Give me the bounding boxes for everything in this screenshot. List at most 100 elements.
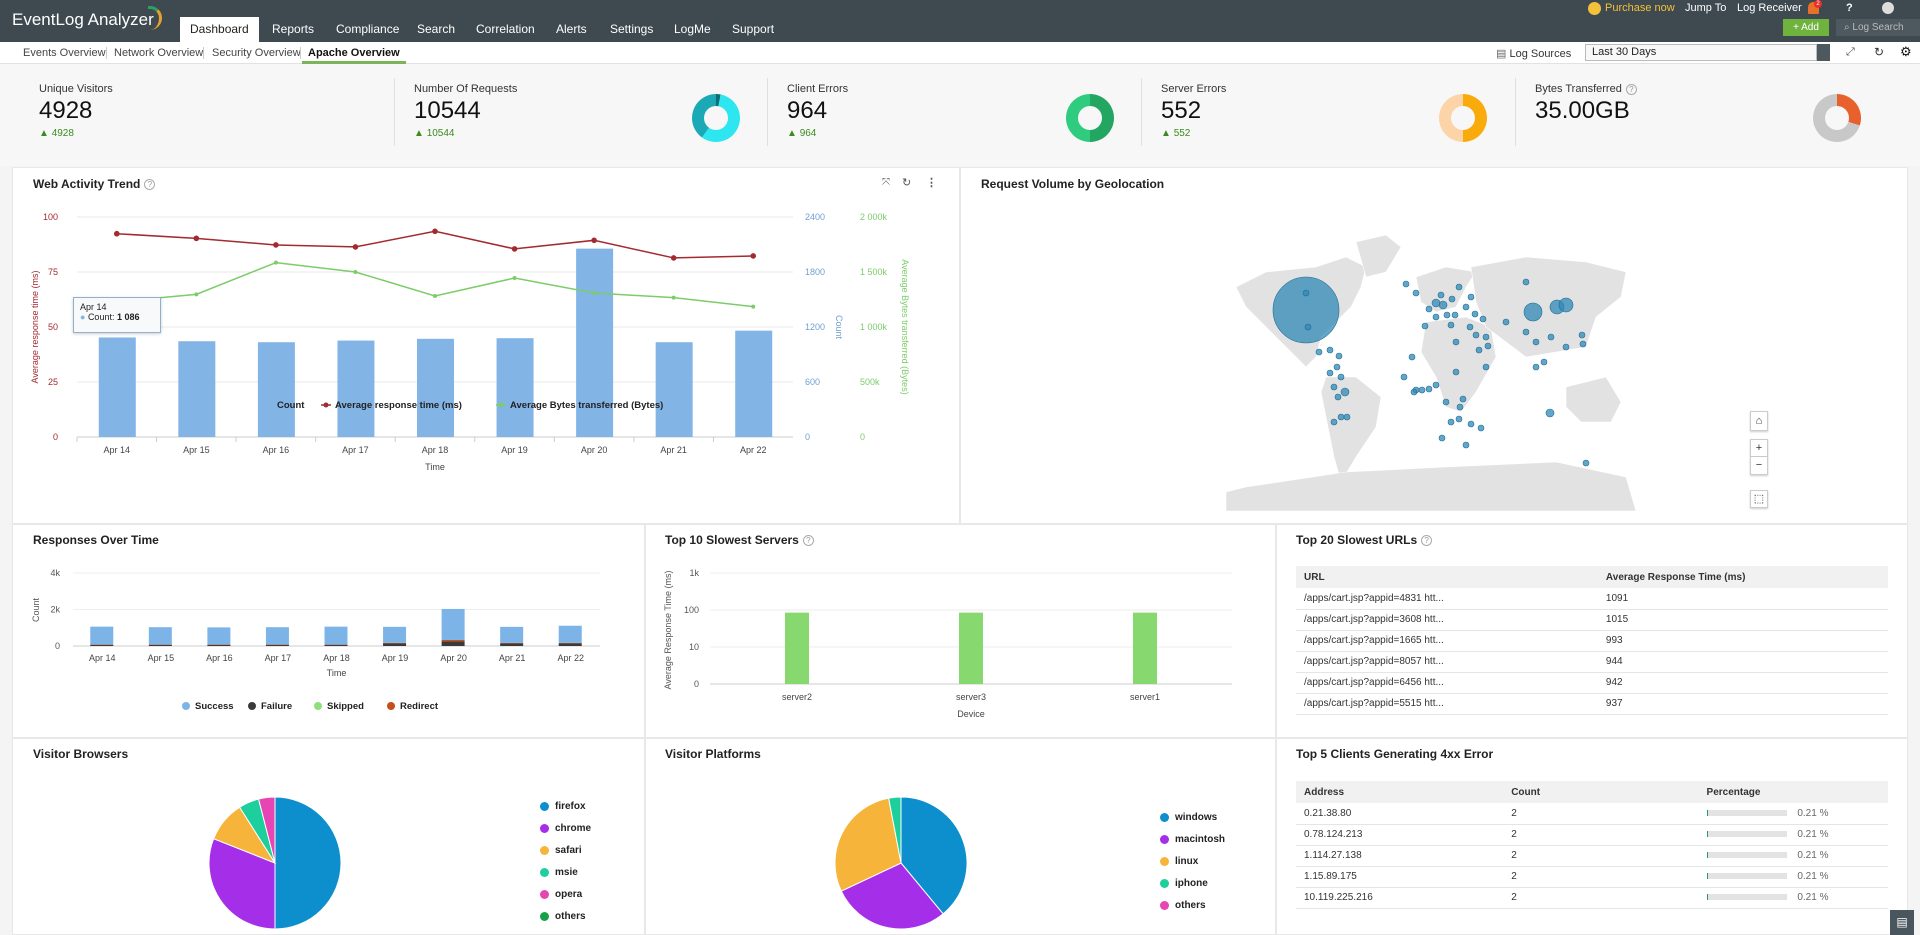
help-menu[interactable]: ? bbox=[1846, 2, 1853, 14]
browsers-title: Visitor Browsers bbox=[33, 747, 129, 761]
count-cell: 2 bbox=[1503, 824, 1699, 846]
geo-bubble bbox=[1330, 383, 1338, 391]
world-map[interactable] bbox=[1226, 227, 1642, 511]
nav-tab-support[interactable]: Support bbox=[732, 22, 775, 36]
add-button[interactable]: + Add bbox=[1783, 19, 1829, 36]
url-cell[interactable]: /apps/cart.jsp?appid=8057 htt... bbox=[1296, 651, 1598, 673]
geo-bubble bbox=[1330, 418, 1338, 426]
response-time-point bbox=[113, 230, 120, 237]
table-row[interactable]: /apps/cart.jsp?appid=3608 htt... 1015 bbox=[1296, 609, 1888, 631]
table-row[interactable]: /apps/cart.jsp?appid=8057 htt... 944 bbox=[1296, 651, 1888, 673]
nav-tab-alerts[interactable]: Alerts bbox=[556, 22, 587, 36]
nav-tab-dashboard[interactable]: Dashboard bbox=[180, 17, 259, 42]
log-sources-button[interactable]: ▤ Log Sources bbox=[1496, 47, 1571, 60]
nav-tab-compliance[interactable]: Compliance bbox=[336, 22, 400, 36]
url-cell[interactable]: /apps/cart.jsp?appid=6456 htt... bbox=[1296, 672, 1598, 694]
log-search-input[interactable]: ⌕ Log Search bbox=[1836, 19, 1920, 36]
table-row[interactable]: /apps/cart.jsp?appid=6456 htt... 942 bbox=[1296, 672, 1888, 694]
x-axis-label: Time bbox=[425, 462, 445, 472]
legend-label: msie bbox=[555, 867, 578, 878]
purchase-now-link[interactable]: Purchase now bbox=[1605, 2, 1675, 14]
refresh-icon[interactable]: ↻ bbox=[902, 177, 912, 189]
subtab-events-overview[interactable]: Events Overview bbox=[23, 47, 106, 59]
table-row[interactable]: 0.78.124.213 2 0.21 % bbox=[1296, 824, 1888, 846]
legend-item-opera[interactable]: opera bbox=[540, 888, 591, 910]
help-icon[interactable]: ? bbox=[144, 179, 156, 191]
legend-item: Success bbox=[195, 701, 234, 712]
legend-item-others[interactable]: others bbox=[1160, 899, 1225, 921]
app-logo[interactable]: EventLog Analyzer bbox=[12, 10, 154, 29]
web-activity-title: Web Activity Trend? bbox=[33, 177, 156, 191]
column-header[interactable]: Count bbox=[1503, 781, 1699, 803]
map-selection-zoom-icon[interactable]: ⬚ bbox=[1750, 490, 1768, 508]
url-cell[interactable]: /apps/cart.jsp?appid=1665 htt... bbox=[1296, 630, 1598, 652]
url-cell[interactable]: /apps/cart.jsp?appid=3608 htt... bbox=[1296, 609, 1598, 631]
legend-item-windows[interactable]: windows bbox=[1160, 811, 1225, 833]
geo-bubble bbox=[1315, 348, 1323, 356]
legend-item-msie[interactable]: msie bbox=[540, 866, 591, 888]
url-cell[interactable]: /apps/cart.jsp?appid=5515 htt... bbox=[1296, 693, 1598, 715]
column-header[interactable]: Address bbox=[1296, 781, 1504, 803]
geo-bubble bbox=[1326, 369, 1334, 377]
column-header[interactable]: Percentage bbox=[1698, 781, 1888, 803]
y-axis-tick: 0 bbox=[55, 641, 60, 651]
response-time-point bbox=[193, 235, 200, 242]
fullscreen-icon[interactable]: ⤢ bbox=[1846, 46, 1855, 58]
map-zoom-in-button[interactable]: + bbox=[1750, 439, 1768, 457]
user-avatar-icon[interactable] bbox=[1882, 2, 1894, 14]
table-row[interactable]: 1.114.27.138 2 0.21 % bbox=[1296, 845, 1888, 867]
legend-item-safari[interactable]: safari bbox=[540, 844, 591, 866]
subtab-security-overview[interactable]: Security Overview bbox=[212, 47, 301, 59]
legend-item-macintosh[interactable]: macintosh bbox=[1160, 833, 1225, 855]
nav-tab-settings[interactable]: Settings bbox=[610, 22, 654, 36]
refresh-icon[interactable]: ↻ bbox=[1874, 45, 1885, 59]
legend-item-others[interactable]: others bbox=[540, 910, 591, 932]
x-axis-label: Device bbox=[957, 709, 985, 719]
date-range-input[interactable]: Last 30 Days bbox=[1585, 44, 1817, 61]
table-row[interactable]: 1.15.89.175 2 0.21 % bbox=[1296, 866, 1888, 888]
column-header[interactable]: Average Response Time (ms) bbox=[1597, 566, 1888, 588]
column-header[interactable]: URL bbox=[1296, 566, 1598, 588]
stacked-bar-failure bbox=[90, 644, 114, 646]
subtab-network-overview[interactable]: Network Overview bbox=[114, 47, 204, 59]
map-home-button[interactable]: ⌂ bbox=[1750, 411, 1768, 431]
geo-bubble bbox=[1459, 395, 1467, 403]
legend-label: iphone bbox=[1175, 878, 1208, 889]
stat-label: Client Errors bbox=[787, 83, 849, 95]
calendar-icon[interactable] bbox=[1817, 44, 1830, 61]
legend-item-chrome[interactable]: chrome bbox=[540, 822, 591, 844]
nav-tab-reports[interactable]: Reports bbox=[272, 22, 315, 36]
table-row[interactable]: /apps/cart.jsp?appid=5515 htt... 937 bbox=[1296, 693, 1888, 715]
legend-label: others bbox=[1175, 900, 1206, 911]
more-options-icon[interactable]: ⋮ bbox=[926, 177, 937, 189]
bell-icon[interactable] bbox=[1808, 2, 1819, 14]
settings-gear-icon[interactable]: ⚙ bbox=[1900, 44, 1912, 59]
table-row[interactable]: 10.119.225.216 2 0.21 % bbox=[1296, 887, 1888, 909]
bytes-point bbox=[433, 293, 437, 298]
map-zoom-out-button[interactable]: − bbox=[1750, 457, 1768, 475]
table-row[interactable]: /apps/cart.jsp?appid=4831 htt... 1091 bbox=[1296, 588, 1888, 610]
log-receiver-link[interactable]: Log Receiver bbox=[1737, 2, 1802, 14]
legend-item-iphone[interactable]: iphone bbox=[1160, 877, 1225, 899]
nav-tab-correlation[interactable]: Correlation bbox=[476, 22, 535, 36]
help-icon[interactable]: ? bbox=[1625, 83, 1637, 95]
table-row[interactable]: 0.21.38.80 2 0.21 % bbox=[1296, 803, 1888, 825]
legend-item-linux[interactable]: linux bbox=[1160, 855, 1225, 877]
legend-item-firefox[interactable]: firefox bbox=[540, 800, 591, 822]
geo-bubble bbox=[1578, 331, 1586, 339]
jump-to-link[interactable]: Jump To bbox=[1685, 2, 1727, 14]
geo-bubble bbox=[1477, 424, 1485, 432]
help-icon[interactable]: ? bbox=[1421, 535, 1433, 547]
x-axis-tick: Apr 22 bbox=[557, 653, 584, 663]
legend-marker bbox=[540, 801, 549, 811]
nav-tab-search[interactable]: Search bbox=[417, 22, 456, 36]
subtab-apache-overview[interactable]: Apache Overview bbox=[302, 42, 406, 64]
help-icon[interactable]: ? bbox=[802, 535, 814, 547]
chat-feedback-icon[interactable]: ▤ bbox=[1890, 910, 1914, 935]
table-row[interactable]: /apps/cart.jsp?appid=1665 htt... 993 bbox=[1296, 630, 1888, 652]
nav-tab-logme[interactable]: LogMe bbox=[674, 22, 711, 36]
legend-label: firefox bbox=[555, 801, 586, 812]
expand-icon[interactable]: ⤧ bbox=[882, 177, 890, 188]
geo-bubble bbox=[1418, 386, 1426, 394]
url-cell[interactable]: /apps/cart.jsp?appid=4831 htt... bbox=[1296, 588, 1598, 610]
